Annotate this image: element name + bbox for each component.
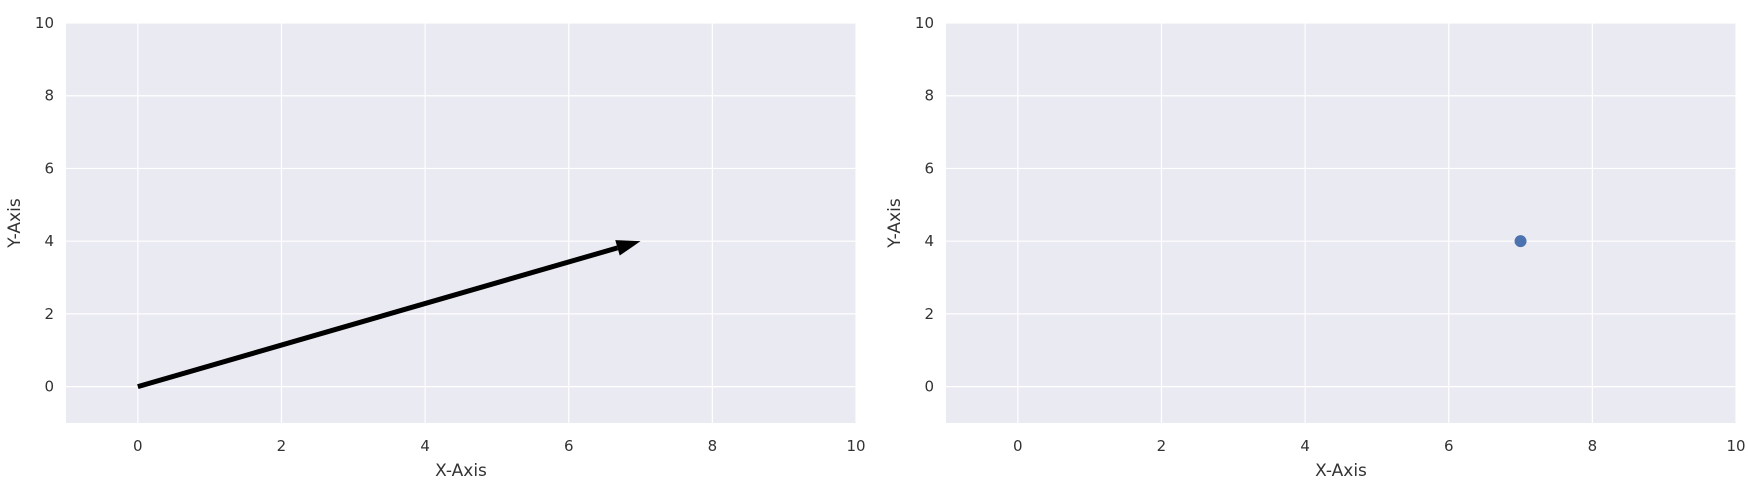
x-tick-label: 0 bbox=[133, 437, 143, 455]
data-point bbox=[1514, 235, 1527, 248]
y-tick-label: 4 bbox=[924, 232, 934, 250]
vector-shaft bbox=[137, 245, 619, 390]
x-tick-label: 8 bbox=[1588, 437, 1598, 455]
y-tick-label: 10 bbox=[915, 14, 934, 32]
x-axis-label: X-Axis bbox=[1315, 461, 1367, 481]
x-tick-label: 0 bbox=[1013, 437, 1023, 455]
y-tick-label: 0 bbox=[44, 378, 54, 396]
x-tick-label: 6 bbox=[564, 437, 574, 455]
plot-area bbox=[66, 23, 856, 423]
chart-point-plot: 0 2 4 6 8 10 0 2 4 6 8 10 X-Axis Y-Axis bbox=[885, 14, 1746, 481]
x-tick-label: 10 bbox=[1726, 437, 1745, 455]
y-axis-label: Y-Axis bbox=[885, 198, 905, 249]
x-axis-label: X-Axis bbox=[435, 461, 487, 481]
chart-vector-plot: 0 2 4 6 8 10 0 2 4 6 8 10 X-Axis Y-Axis bbox=[5, 14, 866, 481]
x-tick-label: 6 bbox=[1444, 437, 1454, 455]
y-axis-label: Y-Axis bbox=[5, 198, 25, 249]
y-tick-label: 4 bbox=[44, 232, 54, 250]
x-tick-label: 4 bbox=[420, 437, 430, 455]
vector-arrow bbox=[137, 240, 641, 390]
y-tick-label: 2 bbox=[924, 305, 934, 323]
y-tick-label: 6 bbox=[44, 159, 54, 177]
y-tick-label: 2 bbox=[44, 305, 54, 323]
plot-area bbox=[946, 23, 1736, 423]
x-tick-label: 4 bbox=[1300, 437, 1310, 455]
y-tick-label: 10 bbox=[35, 14, 54, 32]
y-tick-label: 6 bbox=[924, 159, 934, 177]
y-tick-label: 8 bbox=[924, 87, 934, 105]
vector-head bbox=[615, 240, 641, 256]
x-tick-label: 2 bbox=[1157, 437, 1167, 455]
x-tick-label: 2 bbox=[277, 437, 287, 455]
y-tick-label: 8 bbox=[44, 87, 54, 105]
x-tick-label: 10 bbox=[846, 437, 865, 455]
x-tick-label: 8 bbox=[708, 437, 718, 455]
y-tick-label: 0 bbox=[924, 378, 934, 396]
